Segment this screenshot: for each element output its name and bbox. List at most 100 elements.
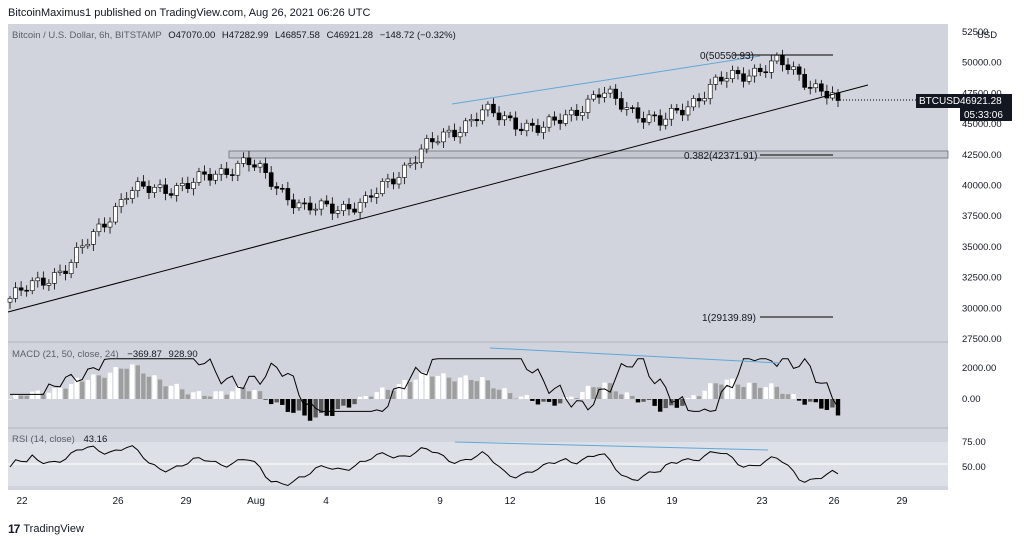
candle-body [68,262,74,274]
candles [7,49,841,309]
macd-histogram-bar [530,399,535,401]
candle-body [819,83,824,92]
macd-histogram-bar [307,399,313,421]
candle-body [652,114,657,117]
time-tick-label: 29 [896,496,908,507]
macd-histogram-bar [280,399,285,405]
candle-body [135,181,141,191]
price-tick-label: 30000.00 [962,303,1002,314]
price-divergence-line[interactable] [451,55,761,105]
macd-histogram-bar [541,399,546,402]
candle-body [257,163,263,168]
macd-histogram-bar [374,392,379,399]
fib-label-mid: 0.382(42371.91) [684,151,757,162]
macd-histogram-bar [96,375,102,399]
candle-body [385,178,391,182]
macd-histogram-bar [57,387,63,399]
candle-body [18,287,24,291]
candle-body [757,67,763,73]
price-tick-label: 50000.00 [962,58,1002,69]
candle-body [435,141,441,144]
candle-body [685,106,691,116]
candle-body [730,70,735,80]
candle-body [707,84,713,99]
candle-body [474,119,480,122]
candle-body [824,90,830,99]
candle-body [480,109,485,122]
candle-body [624,107,630,110]
candle-body [402,164,407,178]
time-tick-label: 9 [437,496,443,507]
macd-histogram-bar [452,381,457,399]
macd-histogram-bar [230,391,235,399]
macd-histogram-bar [68,384,74,399]
candle-body [179,183,185,186]
macd-histogram-bar [808,399,813,402]
ascending-support-trendline[interactable] [7,84,869,313]
candle-body [557,119,563,124]
footer-brand[interactable]: 17 TradingView [8,522,84,536]
time-tick-label: 22 [16,496,28,507]
candle-body [307,202,313,211]
rsi-tick-label: 50.00 [962,462,986,473]
macd-histogram-bar [791,394,796,399]
rsi-divergence-line[interactable] [454,441,769,451]
candle-body [141,181,146,187]
candle-body [391,178,396,185]
candle-body [774,54,780,62]
candle-body [574,109,580,116]
macd-histogram-bar [735,384,741,399]
macd-histogram-bar [246,391,252,399]
candle-body [752,67,757,77]
macd-histogram-bar [357,396,363,399]
candle-body [552,116,557,121]
price-pane[interactable] [8,24,948,342]
macd-histogram-bar [252,390,257,399]
macd-histogram-bar [146,376,152,399]
candle-body [674,108,680,111]
macd-histogram-bar [635,399,641,403]
macd-divergence-line[interactable] [489,347,781,364]
macd-histogram-bar [118,368,124,399]
macd-histogram-bar [80,381,85,399]
candle-body [268,172,274,187]
trading-chart[interactable]: 27500.00 30000.00 32500.00 35000.00 37500.00… [0,24,1024,520]
candle-body [274,186,280,189]
candle-body [57,270,63,273]
macd-histogram-bar [369,396,374,399]
countdown-badge [960,108,1012,121]
candle-body [46,282,52,286]
candle-body [363,195,368,203]
macd-histogram-bar [730,378,735,399]
macd-histogram-bar [485,380,491,399]
rsi-tick-label: 75.00 [962,437,986,448]
candle-body [680,109,685,116]
candle-body [146,185,152,193]
candle-body [357,202,363,213]
candle-body [263,163,268,173]
macd-histogram-bar [24,395,29,399]
macd-histogram-bar [480,377,485,399]
macd-histogram-bar [769,383,774,399]
macd-line[interactable] [10,357,839,412]
candle-body [835,92,841,101]
candle-body [157,184,163,188]
macd-histogram-bar [241,387,246,399]
candle-body [296,202,302,209]
macd-histogram-bar [502,388,507,399]
candle-body [174,185,180,196]
candle-body [330,203,335,214]
macd-histogram-bar [824,399,830,410]
price-badge[interactable] [916,94,1012,108]
macd-histogram-bar [296,399,302,411]
candle-body [96,223,102,232]
rsi-line[interactable] [9,445,839,487]
time-axis[interactable] [8,490,948,514]
macd-histogram-bar [546,399,552,402]
macd-histogram-bar [124,368,129,399]
candle-body [380,181,385,194]
macd-histogram-bar [107,372,113,399]
fib-label-bottom: 1(29139.89) [702,313,756,324]
support-zone[interactable] [228,150,949,159]
macd-histogram-bar [257,391,263,399]
